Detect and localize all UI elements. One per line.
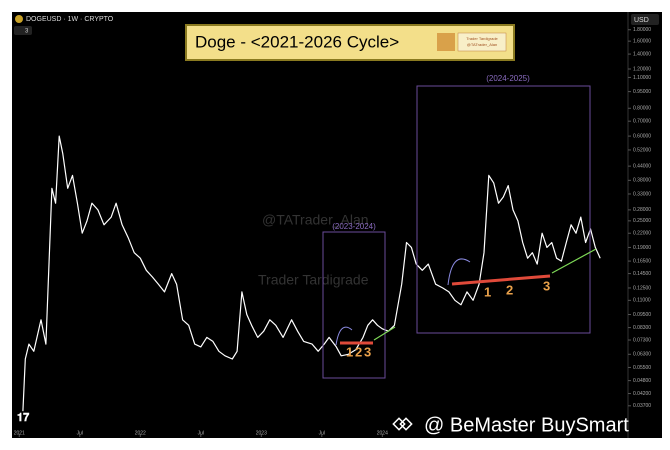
y-tick-label: 0.16500 <box>633 258 651 264</box>
price-line <box>22 135 601 412</box>
count-label: 1 <box>484 284 491 299</box>
y-tick-label: 0.19000 <box>633 245 651 251</box>
y-tick-label: 0.05500 <box>633 365 651 371</box>
y-tick-label: 0.06300 <box>633 352 651 358</box>
arrow <box>551 248 597 274</box>
currency: USD <box>634 17 649 24</box>
y-tick-label: 0.28000 <box>633 207 651 213</box>
y-tick-label: 1.80000 <box>633 27 651 33</box>
watermark: @ BeMaster BuySmart <box>424 414 629 436</box>
watermark: @TATrader_Alan <box>262 212 369 228</box>
y-tick-label: 0.11000 <box>633 298 651 304</box>
y-tick-label: 0.33000 <box>633 191 651 197</box>
y-tick-label: 0.80000 <box>633 106 651 112</box>
x-tick-label: 2024 <box>377 430 388 436</box>
symbol-header: DOGEUSD · 1W · CRYPTO <box>26 16 114 23</box>
box-label: (2023-2024) <box>332 222 376 231</box>
y-tick-label: 1.60000 <box>633 38 651 44</box>
badge: 3 <box>25 29 29 35</box>
y-tick-label: 0.70000 <box>633 119 651 125</box>
y-tick-label: 0.04200 <box>633 391 651 397</box>
tv-logo: 𝟏𝟕 <box>17 412 30 424</box>
badge-bg <box>14 26 32 35</box>
x-tick-label: Jul <box>319 430 325 436</box>
x-tick-label: 2023 <box>256 430 267 436</box>
logo-text: Trader Tardigrade <box>466 36 498 41</box>
count-label: 3 <box>543 278 550 293</box>
y-tick-label: 0.09500 <box>633 312 651 318</box>
y-tick-label: 0.95000 <box>633 89 651 95</box>
symbol-icon <box>15 15 23 23</box>
y-tick-label: 0.44000 <box>633 163 651 169</box>
chart-background <box>12 12 662 438</box>
y-tick-label: 1.40000 <box>633 51 651 57</box>
y-tick-label: 0.52000 <box>633 147 651 153</box>
y-tick-label: 0.25000 <box>633 218 651 224</box>
watermark: Trader Tardigrade <box>258 272 369 288</box>
y-tick-label: 1.20000 <box>633 66 651 72</box>
y-tick-label: 0.12500 <box>633 285 651 291</box>
cycle-box <box>322 231 386 379</box>
x-tick-label: Jul <box>77 430 83 436</box>
logo-box <box>457 32 507 52</box>
logo-text: @TATrader_Alan <box>467 42 497 47</box>
y-tick-label: 0.04800 <box>633 378 651 384</box>
logo-icon <box>437 33 455 51</box>
x-tick-label: 2021 <box>14 430 25 436</box>
swing-arc <box>447 258 471 286</box>
y-tick-label: 0.60000 <box>633 133 651 139</box>
diamond-logo <box>392 417 413 431</box>
count-label: 2 <box>355 344 362 359</box>
y-tick-label: 0.38000 <box>633 178 651 184</box>
count-label: 2 <box>506 282 513 297</box>
x-tick-label: Jul <box>198 430 204 436</box>
count-label: 3 <box>364 344 371 359</box>
box-label: (2024-2025) <box>486 74 530 83</box>
cycle-box <box>416 85 591 334</box>
y-tick-label: 0.22000 <box>633 231 651 237</box>
y-tick-label: 0.07300 <box>633 337 651 343</box>
count-label: 1 <box>346 344 353 359</box>
x-tick-label: 2022 <box>135 430 146 436</box>
y-tick-label: 0.14500 <box>633 271 651 277</box>
y-tick-label: 0.03700 <box>633 403 651 409</box>
swing-arc <box>335 326 353 346</box>
currency-bg <box>631 14 659 25</box>
arrow <box>373 326 396 341</box>
title: Doge - <2021-2026 Cycle> <box>195 32 399 51</box>
support-line <box>451 274 551 286</box>
y-tick-label: 1.10000 <box>633 75 651 81</box>
y-tick-label: 0.08300 <box>633 325 651 331</box>
